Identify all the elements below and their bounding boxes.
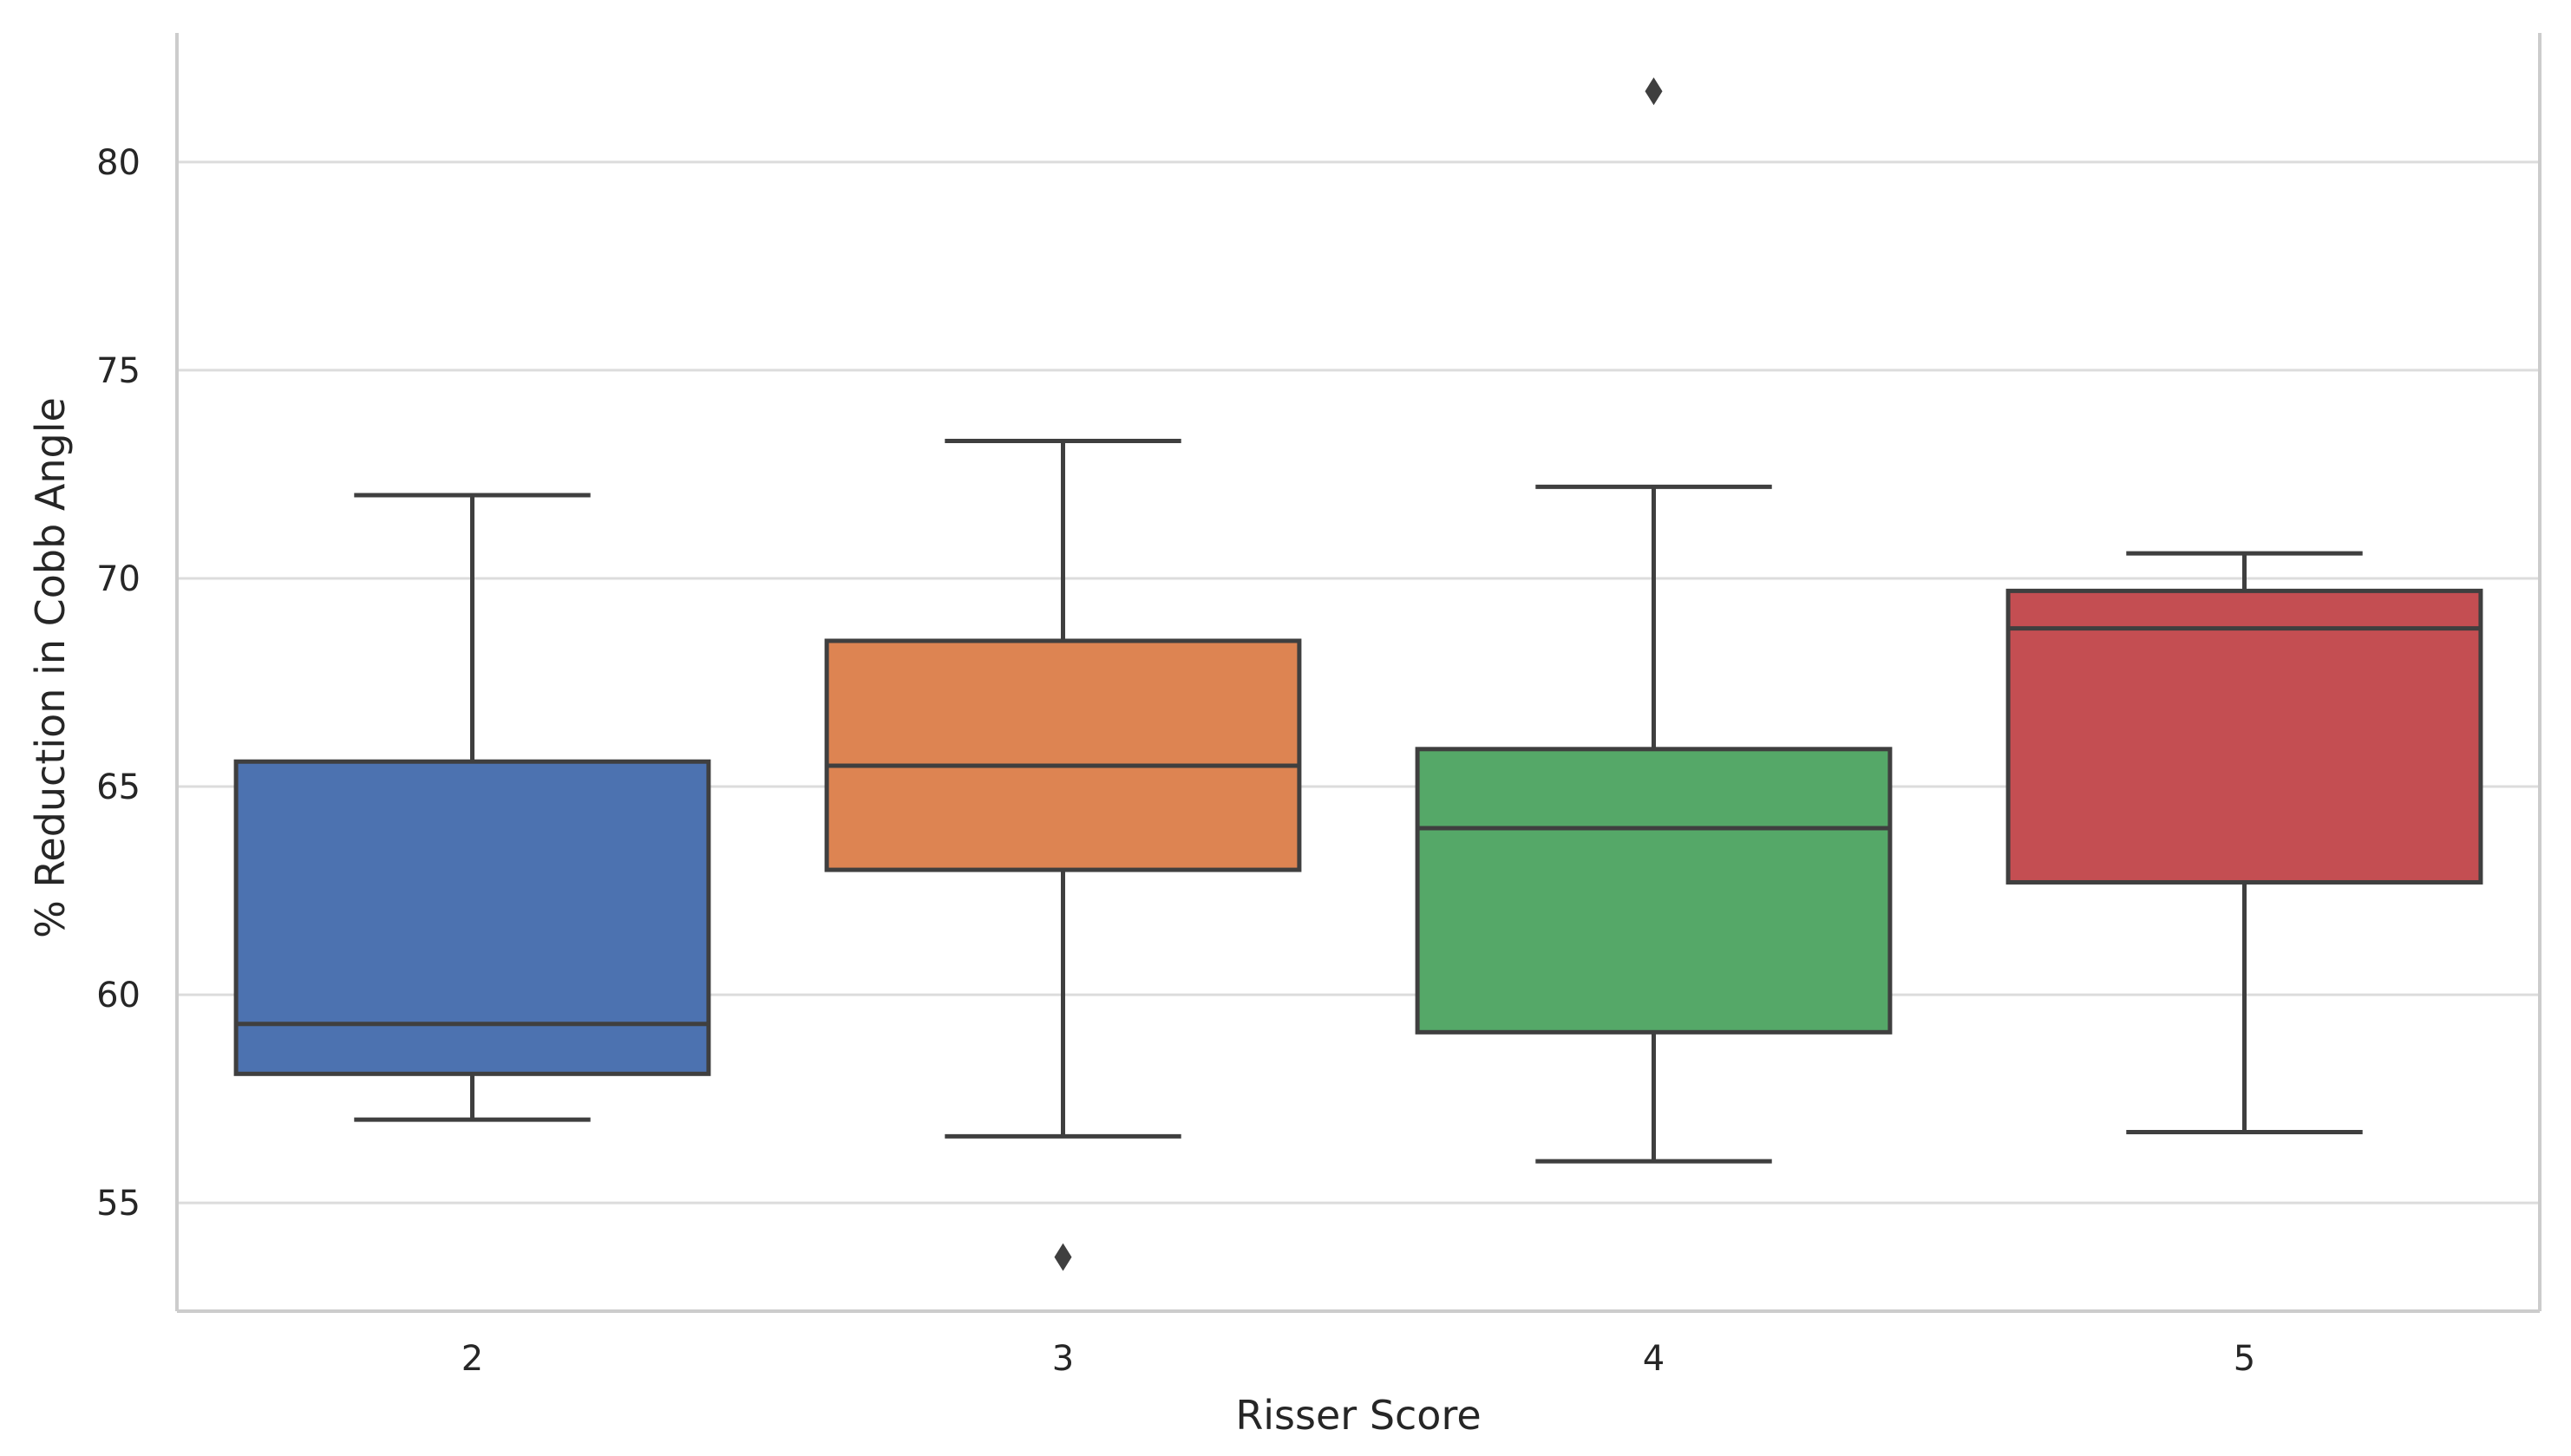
box-group [1415,77,1893,1164]
y-tick-label: 75 [96,351,141,391]
box-iqr [233,759,711,1076]
y-tick-label: 55 [96,1184,141,1224]
x-tick-label: 5 [2234,1339,2255,1379]
y-tick-label: 65 [96,767,141,807]
box-group [233,493,711,1122]
y-axis-title: % Reduction in Cobb Angle [27,397,74,938]
y-tick-label: 70 [96,559,141,599]
y-tick-labels: 55 60 65 70 75 80 [96,143,141,1224]
box-iqr [824,638,1302,872]
box-group [824,439,1302,1271]
x-axis-title: Risser Score [1235,1392,1481,1439]
x-tick-label: 4 [1643,1339,1665,1379]
y-tick-label: 80 [96,143,141,183]
axis-spines [175,33,2542,1313]
x-tick-label: 2 [461,1339,483,1379]
x-tick-labels: 2 3 4 5 [461,1339,2255,1379]
outlier-point [1054,1243,1072,1271]
boxes [233,77,2483,1271]
box-iqr [1415,747,1893,1035]
y-tick-label: 60 [96,976,141,1015]
box-group [2005,551,2483,1135]
x-tick-label: 3 [1052,1339,1074,1379]
box-iqr [2005,588,2483,885]
outlier-point [1645,77,1663,106]
